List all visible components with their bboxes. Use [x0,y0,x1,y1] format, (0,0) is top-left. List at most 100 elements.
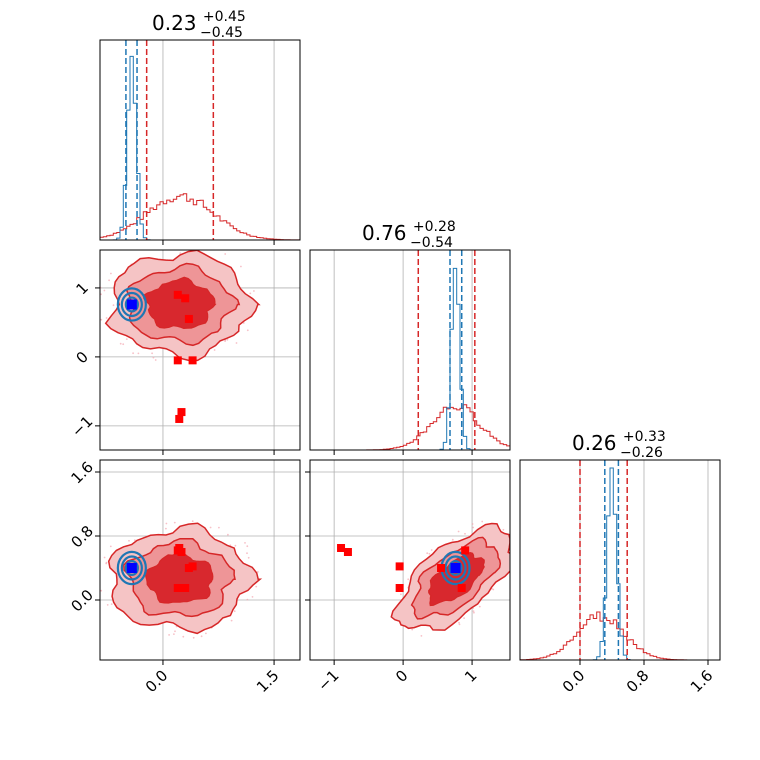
sample-point [182,635,185,638]
posterior-contour-3 [124,559,139,576]
sample-point [458,621,460,624]
sample-point [213,349,216,351]
sample-point [230,619,233,622]
sample-point [246,552,248,555]
sample-point [428,552,431,555]
sample-point [103,556,106,559]
sample-point [106,604,109,606]
sample-point [411,628,414,631]
prior-marker [337,544,346,552]
posterior-contour-3 [124,296,139,313]
y-tick-label: −1 [68,412,96,440]
sample-point [181,246,183,248]
sample-point [255,585,258,588]
prior-marker [395,584,404,592]
sample-point [154,359,157,361]
sample-point [109,545,112,548]
sample-point [97,575,99,577]
panel-frame [99,459,301,661]
prior-marker [188,562,197,571]
panel-frame [309,249,511,451]
sample-point [100,318,103,321]
y-tick-label: 0.8 [67,522,97,552]
sample-point [481,520,484,523]
posterior-contour-1 [116,550,147,586]
sample-point [492,588,495,591]
truth-marker [450,563,461,573]
panel-frame [309,459,511,661]
sample-point [200,635,203,638]
sample-point [105,562,108,565]
title-plus: +0.28 [413,219,456,235]
posterior-contour-1 [116,287,147,322]
x-tick-label: 0.0 [559,666,589,696]
sample-point [205,632,207,635]
x-tick-label: 0.0 [142,666,172,696]
sample-point [515,532,517,534]
panel-frame [99,39,301,241]
sample-point [209,526,212,529]
posterior-contour-3 [448,559,463,576]
sample-point [249,292,252,295]
prior-marker [461,546,470,555]
sample-point [110,603,113,605]
sample-point [119,342,122,345]
x-tick-label: 1.5 [253,666,283,696]
sample-point [192,636,195,639]
sample-point [234,544,237,547]
title-value: 0.26 [572,431,617,455]
panel-frame [519,459,721,661]
x-tick-label: 0.8 [623,666,653,696]
sample-point [100,589,103,592]
sample-point [464,532,466,535]
sample-point [471,523,474,525]
prior-marker [173,356,182,365]
sample-point [132,352,135,355]
sample-point [426,552,429,555]
prior-contour-3 [143,276,217,330]
prior-marker [175,414,184,423]
panel-content [97,520,263,639]
prior-marker [181,294,190,303]
y-tick-label: 1 [72,279,91,298]
prior-histogram [310,404,510,450]
posterior-histogram [310,267,510,450]
panel-2-2 [519,459,721,665]
sample-point [246,598,249,601]
panel-1-0 [95,246,301,455]
prior-marker [173,584,182,592]
sample-point [151,352,154,355]
sample-point [514,551,516,553]
sample-point [463,617,465,619]
sample-point [473,611,475,614]
posterior-histogram [100,55,300,240]
panel-1-1 [309,249,511,455]
x-tick-label: 1 [461,666,480,685]
posterior-contour-2 [120,291,143,318]
prior-marker [177,408,186,417]
sample-point [122,343,125,346]
sample-point [522,546,524,548]
x-tick-label: 1.6 [687,666,717,696]
y-tick-label: 1.6 [67,458,97,488]
sample-point [242,322,245,324]
prior-marker [184,314,193,323]
sample-point [168,634,171,636]
sample-point [165,527,167,530]
sample-point [246,329,249,332]
sample-point [251,596,254,598]
sample-point [240,265,242,268]
sample-point [108,279,110,282]
sample-point [244,542,246,544]
sample-point [407,578,410,581]
sample-point [100,293,102,296]
sample-point [514,566,516,568]
prior-marker [181,584,190,592]
panel-content [520,460,720,660]
sample-point [247,556,250,559]
posterior-contour-2 [120,555,143,581]
truth-marker [126,563,137,573]
title-plus: +0.45 [203,9,246,25]
sample-point [224,253,227,255]
sample-point [257,571,259,573]
